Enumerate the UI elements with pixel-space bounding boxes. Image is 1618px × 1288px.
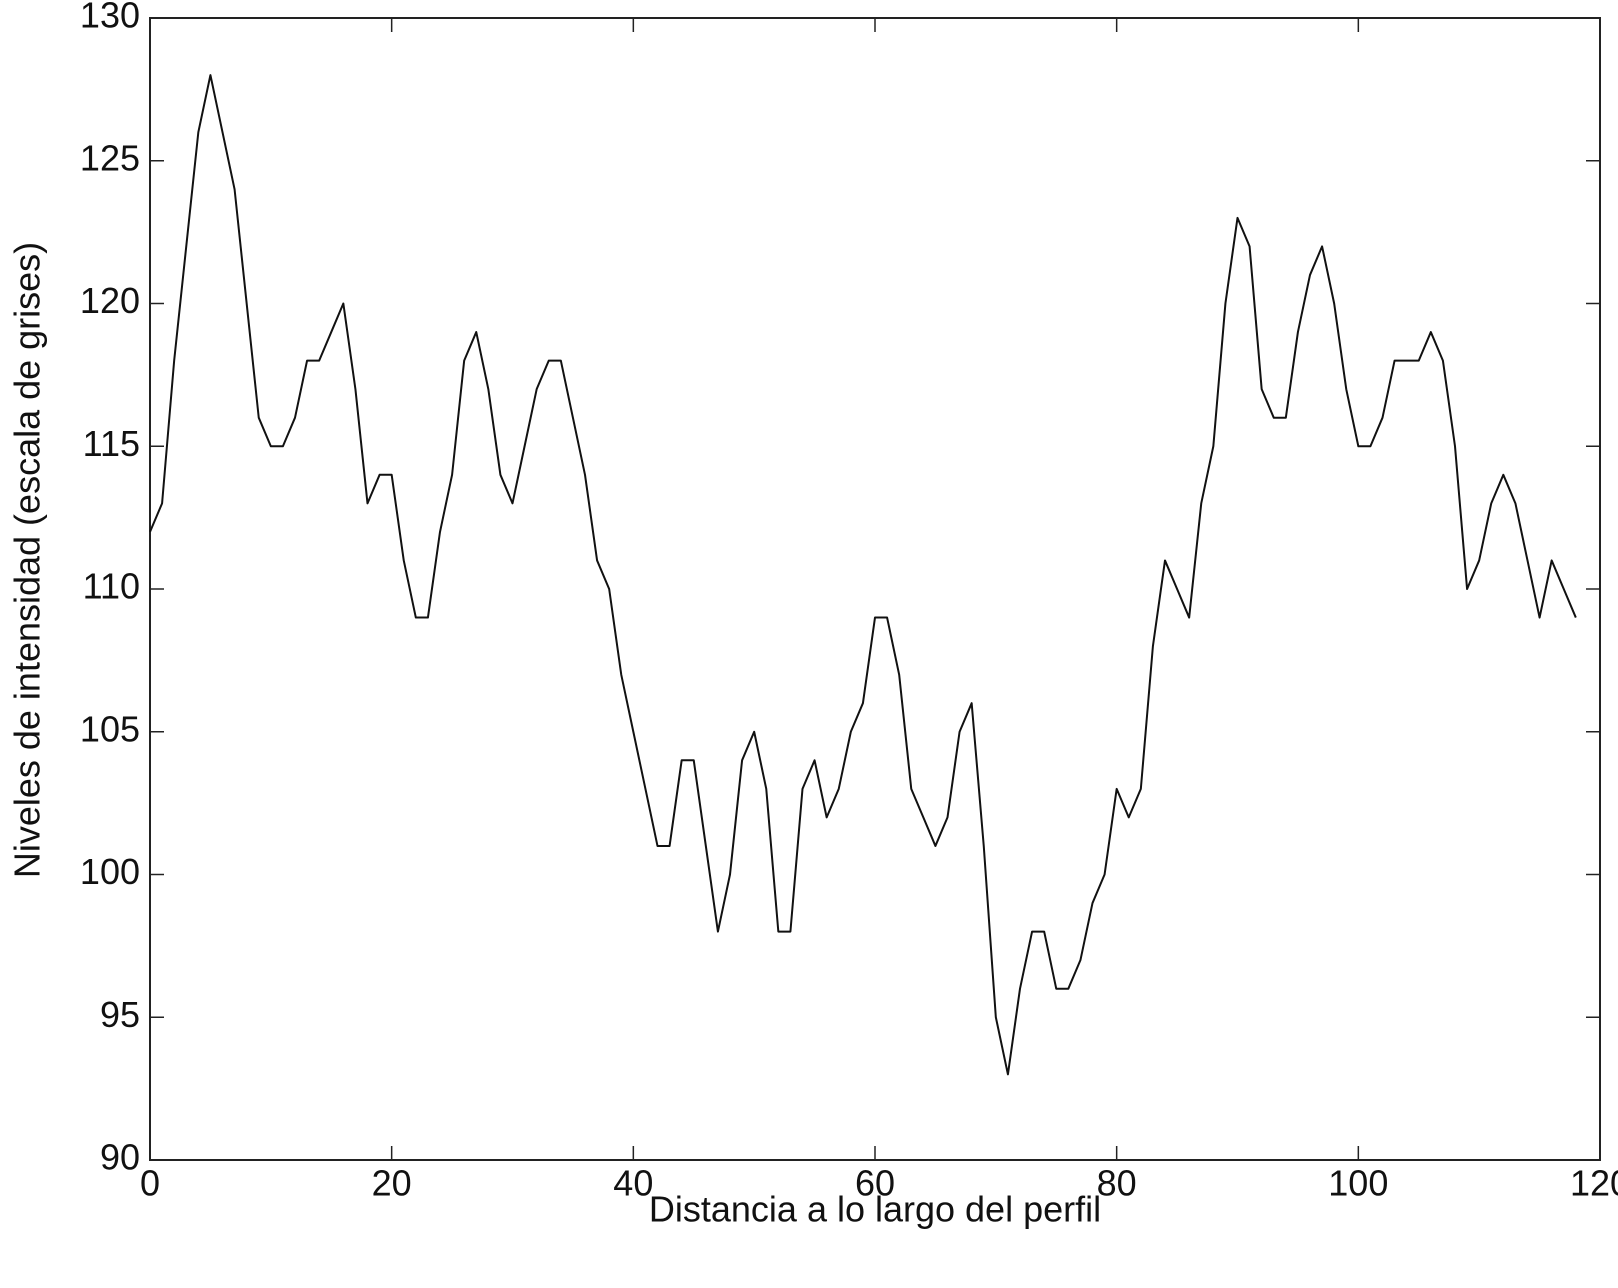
y-tick-label: 90: [100, 1137, 140, 1178]
x-tick-label: 120: [1570, 1163, 1618, 1204]
plot-frame: [149, 17, 1601, 1161]
y-tick-label: 125: [80, 137, 140, 178]
y-tick-label: 120: [80, 280, 140, 321]
x-tick-label: 20: [372, 1163, 412, 1204]
x-axis-label: Distancia a lo largo del perfil: [649, 1189, 1101, 1230]
x-tick-label: 80: [1097, 1163, 1137, 1204]
y-tick-label: 105: [80, 708, 140, 749]
y-tick-label: 110: [83, 566, 140, 607]
x-tick-label: 60: [855, 1163, 895, 1204]
y-axis-label: Niveles de intensidad (escala de grises): [7, 242, 48, 878]
y-tick-label: 95: [100, 994, 140, 1035]
x-tick-label: 100: [1328, 1163, 1388, 1204]
x-tick-label: 40: [613, 1163, 653, 1204]
y-tick-label: 100: [80, 851, 140, 892]
y-tick-label: 115: [83, 423, 140, 464]
y-tick-label: 130: [80, 0, 140, 36]
data-line: [149, 74, 1577, 1076]
x-tick-label: 0: [140, 1163, 160, 1204]
